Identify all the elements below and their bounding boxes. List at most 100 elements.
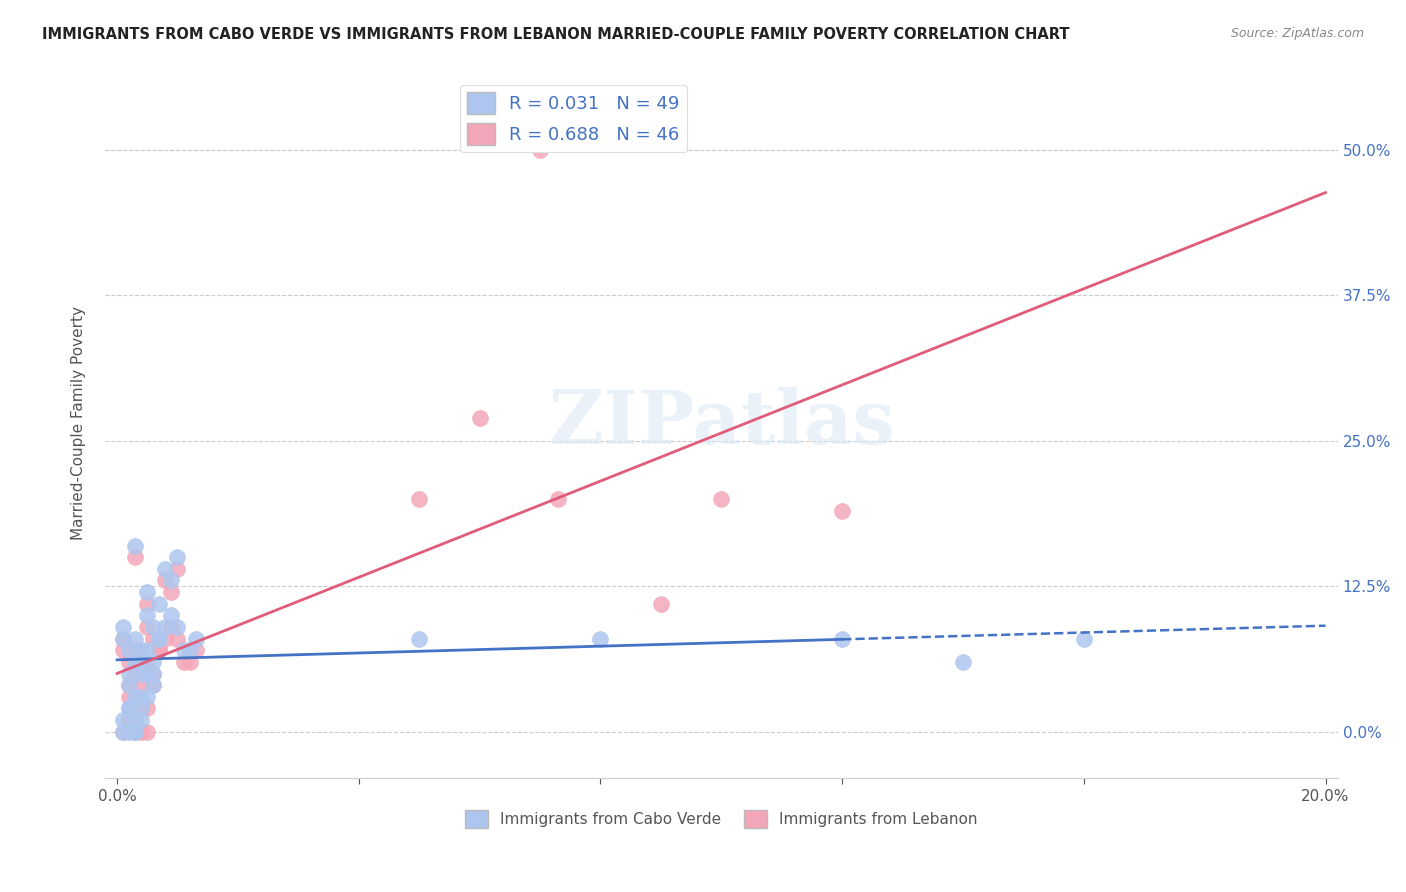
Point bbox=[118, 678, 141, 692]
Point bbox=[124, 701, 146, 715]
Legend: Immigrants from Cabo Verde, Immigrants from Lebanon: Immigrants from Cabo Verde, Immigrants f… bbox=[458, 804, 984, 834]
Point bbox=[408, 632, 430, 646]
Point bbox=[166, 632, 188, 646]
Point bbox=[529, 143, 551, 157]
Point bbox=[160, 585, 183, 599]
Point bbox=[124, 539, 146, 553]
Point bbox=[166, 620, 188, 634]
Point bbox=[112, 713, 135, 727]
Point bbox=[148, 643, 170, 657]
Point bbox=[831, 632, 853, 646]
Point bbox=[124, 550, 146, 565]
Point bbox=[160, 620, 183, 634]
Point bbox=[118, 690, 141, 704]
Point bbox=[124, 666, 146, 681]
Point bbox=[1073, 632, 1095, 646]
Point bbox=[160, 608, 183, 623]
Point bbox=[112, 632, 135, 646]
Point bbox=[118, 713, 141, 727]
Point bbox=[136, 585, 159, 599]
Point bbox=[124, 724, 146, 739]
Point bbox=[173, 643, 195, 657]
Point bbox=[155, 562, 177, 576]
Text: Source: ZipAtlas.com: Source: ZipAtlas.com bbox=[1230, 27, 1364, 40]
Point bbox=[118, 713, 141, 727]
Point bbox=[129, 678, 152, 692]
Y-axis label: Married-Couple Family Poverty: Married-Couple Family Poverty bbox=[72, 306, 86, 541]
Point bbox=[142, 655, 165, 669]
Point bbox=[129, 643, 152, 657]
Point bbox=[118, 678, 141, 692]
Point bbox=[166, 562, 188, 576]
Point bbox=[831, 503, 853, 517]
Point bbox=[136, 666, 159, 681]
Point bbox=[650, 597, 672, 611]
Point bbox=[129, 724, 152, 739]
Point bbox=[148, 643, 170, 657]
Point bbox=[118, 666, 141, 681]
Point bbox=[155, 574, 177, 588]
Point bbox=[148, 597, 170, 611]
Point bbox=[129, 655, 152, 669]
Point bbox=[952, 655, 974, 669]
Point bbox=[118, 701, 141, 715]
Point bbox=[142, 666, 165, 681]
Point bbox=[468, 410, 491, 425]
Point bbox=[112, 620, 135, 634]
Point bbox=[124, 701, 146, 715]
Point bbox=[179, 643, 201, 657]
Point bbox=[710, 491, 733, 506]
Point bbox=[136, 701, 159, 715]
Point bbox=[124, 724, 146, 739]
Point bbox=[142, 632, 165, 646]
Point bbox=[124, 655, 146, 669]
Point bbox=[129, 701, 152, 715]
Point bbox=[129, 713, 152, 727]
Point bbox=[136, 597, 159, 611]
Point bbox=[166, 550, 188, 565]
Point bbox=[408, 491, 430, 506]
Point bbox=[118, 701, 141, 715]
Point bbox=[136, 608, 159, 623]
Point bbox=[136, 620, 159, 634]
Text: ZIPatlas: ZIPatlas bbox=[548, 387, 894, 460]
Point bbox=[129, 701, 152, 715]
Point bbox=[124, 690, 146, 704]
Point bbox=[112, 724, 135, 739]
Point bbox=[136, 655, 159, 669]
Point bbox=[118, 655, 141, 669]
Point bbox=[155, 632, 177, 646]
Point bbox=[184, 632, 207, 646]
Point bbox=[179, 655, 201, 669]
Point bbox=[173, 655, 195, 669]
Point bbox=[184, 643, 207, 657]
Point bbox=[112, 643, 135, 657]
Point bbox=[129, 655, 152, 669]
Point bbox=[118, 643, 141, 657]
Point bbox=[148, 632, 170, 646]
Point bbox=[589, 632, 612, 646]
Point bbox=[124, 643, 146, 657]
Point bbox=[118, 724, 141, 739]
Point bbox=[142, 666, 165, 681]
Point bbox=[160, 574, 183, 588]
Point bbox=[124, 724, 146, 739]
Point bbox=[112, 632, 135, 646]
Point bbox=[136, 643, 159, 657]
Point bbox=[142, 678, 165, 692]
Point bbox=[129, 666, 152, 681]
Point bbox=[118, 713, 141, 727]
Point bbox=[155, 620, 177, 634]
Point bbox=[148, 632, 170, 646]
Point bbox=[129, 666, 152, 681]
Point bbox=[136, 690, 159, 704]
Point bbox=[142, 678, 165, 692]
Point bbox=[142, 620, 165, 634]
Text: IMMIGRANTS FROM CABO VERDE VS IMMIGRANTS FROM LEBANON MARRIED-COUPLE FAMILY POVE: IMMIGRANTS FROM CABO VERDE VS IMMIGRANTS… bbox=[42, 27, 1070, 42]
Point bbox=[547, 491, 569, 506]
Point bbox=[124, 713, 146, 727]
Point bbox=[136, 724, 159, 739]
Point bbox=[112, 724, 135, 739]
Point bbox=[124, 632, 146, 646]
Point bbox=[129, 690, 152, 704]
